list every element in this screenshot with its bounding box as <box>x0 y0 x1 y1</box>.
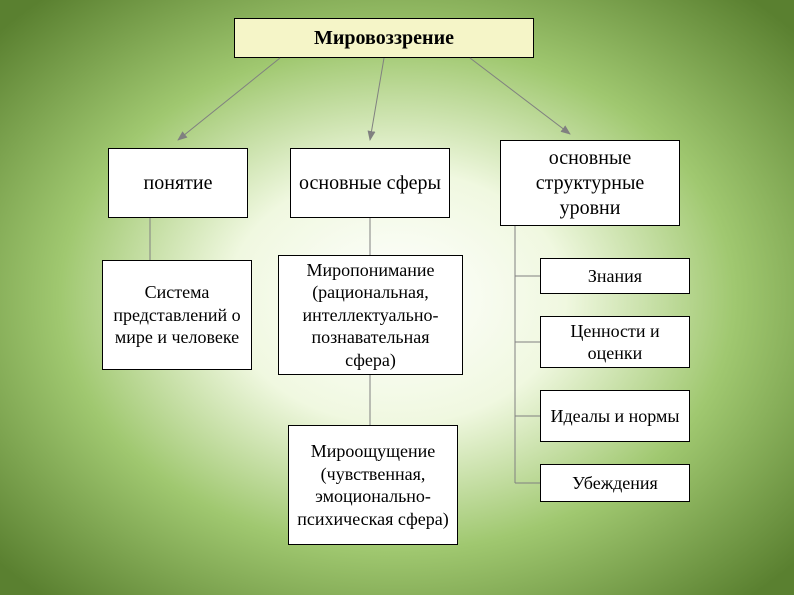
levels-item-0-text: Знания <box>588 265 642 288</box>
spheres-item-0-text: Миропонимание (рациональная, интеллектуа… <box>285 259 456 372</box>
levels-item-1-text: Ценности и оценки <box>547 320 683 365</box>
levels-item-2-text: Идеалы и нормы <box>550 405 679 428</box>
title-text: Мировоззрение <box>314 26 454 51</box>
spheres-item-1-text: Мироощущение (чувственная, эмоционально-… <box>295 440 451 530</box>
levels-item-0: Знания <box>540 258 690 294</box>
concept-item-0-text: Система представлений о мире и человеке <box>109 281 245 349</box>
category-spheres-label: основные сферы <box>299 171 441 196</box>
title-box: Мировоззрение <box>234 18 534 58</box>
category-levels: основные структурные уровни <box>500 140 680 226</box>
levels-item-3-text: Убеждения <box>572 472 658 495</box>
spheres-item-1: Мироощущение (чувственная, эмоционально-… <box>288 425 458 545</box>
levels-item-1: Ценности и оценки <box>540 316 690 368</box>
category-spheres: основные сферы <box>290 148 450 218</box>
levels-item-3: Убеждения <box>540 464 690 502</box>
category-concept-label: понятие <box>144 171 213 196</box>
category-concept: понятие <box>108 148 248 218</box>
concept-item-0: Система представлений о мире и человеке <box>102 260 252 370</box>
levels-item-2: Идеалы и нормы <box>540 390 690 442</box>
category-levels-label: основные структурные уровни <box>507 146 673 221</box>
spheres-item-0: Миропонимание (рациональная, интеллектуа… <box>278 255 463 375</box>
